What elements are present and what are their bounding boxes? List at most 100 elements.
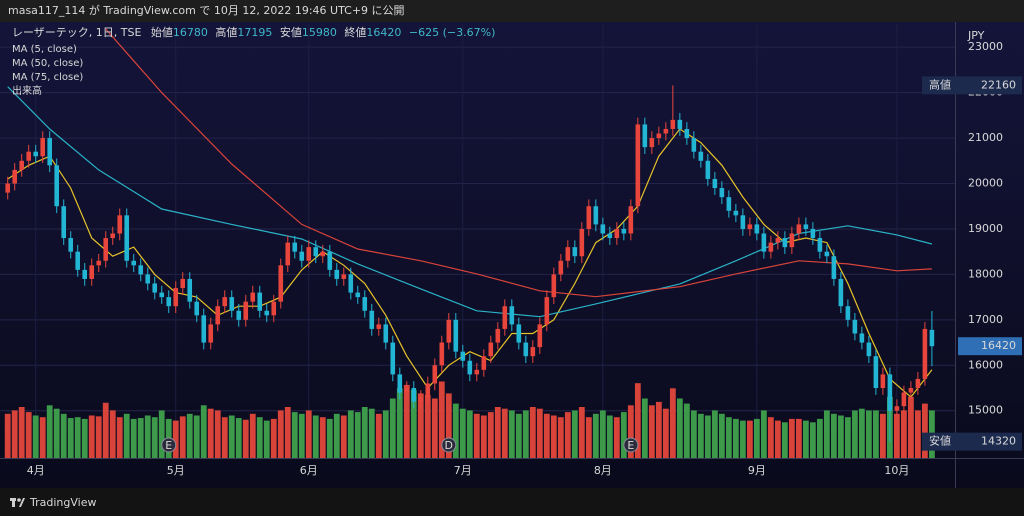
volume-bar <box>81 418 88 458</box>
volume-bar <box>445 393 452 458</box>
volume-bar <box>557 417 564 458</box>
volume-bar <box>438 381 445 458</box>
candle-body <box>530 347 536 357</box>
candle-body <box>341 274 347 279</box>
y-tick-label: 15000 <box>968 404 1003 417</box>
candle-body <box>180 278 186 289</box>
candle-body <box>845 306 851 320</box>
candle-body <box>82 269 88 279</box>
candle-body <box>355 292 361 298</box>
volume-bar <box>326 418 333 458</box>
candle-body <box>915 378 921 389</box>
y-tick-label: 23000 <box>968 40 1003 53</box>
volume-bar <box>410 390 417 458</box>
volume-bar <box>648 405 655 458</box>
volume-bar <box>613 417 620 458</box>
volume-bar <box>501 408 508 458</box>
candle-body <box>775 238 781 243</box>
candle-body <box>922 328 928 379</box>
candle-body <box>789 233 795 248</box>
volume-bar <box>235 418 242 458</box>
candle-body <box>600 224 606 234</box>
candle-body <box>656 133 662 139</box>
volume-bar <box>683 403 690 458</box>
candle-body <box>852 319 858 334</box>
volume-bar <box>879 413 886 458</box>
candle-body <box>908 388 914 393</box>
candle-body <box>607 233 613 239</box>
ma-line <box>105 28 932 298</box>
candle-body <box>565 247 571 261</box>
volume-bar <box>459 408 466 458</box>
volume-bar <box>249 413 256 458</box>
candle-body <box>866 342 872 357</box>
volume-bar <box>4 413 11 458</box>
candle-body <box>887 374 893 411</box>
brand: TradingView <box>29 496 96 509</box>
price-label-box <box>958 432 1022 451</box>
volume-bar <box>242 419 249 458</box>
volume-bar <box>697 413 704 458</box>
candle-body <box>89 265 95 279</box>
volume-bar <box>25 412 32 458</box>
candle-body <box>453 319 459 352</box>
price-label-value: 22160 <box>981 78 1016 91</box>
volume-bar <box>921 403 928 458</box>
candle-body <box>166 297 172 307</box>
volume-bar <box>550 415 557 458</box>
candle-body <box>761 233 767 252</box>
candle-body <box>467 360 473 375</box>
candle-body <box>817 238 823 252</box>
candle-body <box>306 247 312 261</box>
volume-bar <box>53 408 60 458</box>
candle-body <box>257 292 263 311</box>
volume-bar <box>305 410 312 458</box>
volume-bar <box>179 416 186 458</box>
x-tick-label: 9月 <box>748 464 766 477</box>
volume-bar <box>522 410 529 458</box>
candle-body <box>516 324 522 343</box>
candle-body <box>54 165 60 207</box>
title: レーザーテック, 1日, TSE <box>12 26 141 39</box>
legend-value: 15980 <box>302 26 337 39</box>
candle-body <box>544 297 550 325</box>
candle-body <box>509 306 515 325</box>
candle-body <box>572 247 578 257</box>
candle-body <box>313 247 319 257</box>
candle-body <box>425 383 431 398</box>
candle-body <box>838 278 844 307</box>
candle-body <box>411 388 417 402</box>
candle-body <box>880 374 886 389</box>
volume-bar <box>823 410 830 458</box>
volume-bars <box>4 381 935 458</box>
candle-body <box>621 228 627 234</box>
legend-main: レーザーテック, 1日, TSE 始値16780 高値17195 安値15980… <box>12 25 495 39</box>
volume-bar <box>564 412 571 458</box>
volume-bar <box>837 415 844 458</box>
candle-body <box>831 256 837 279</box>
volume-bar <box>767 417 774 458</box>
candle-body <box>558 260 564 275</box>
legend-label: 終値 <box>344 25 366 39</box>
candle-body <box>12 169 18 184</box>
candle-body <box>47 138 53 166</box>
ma-line <box>7 86 933 318</box>
volume-bar <box>844 417 851 458</box>
volume-bar <box>102 402 109 458</box>
candle-body <box>264 310 270 316</box>
volume-bar <box>312 415 319 458</box>
volume-bar <box>739 420 746 458</box>
volume-bar <box>529 407 536 458</box>
candle-body <box>747 224 753 229</box>
candle-body <box>229 297 235 311</box>
candle-body <box>481 356 487 370</box>
candle-body <box>362 297 368 311</box>
candle-body <box>117 215 123 234</box>
candle-body <box>110 233 116 239</box>
volume-bar <box>592 413 599 458</box>
volume-bar <box>893 413 900 458</box>
legend-entry: MA (75, close) <box>12 72 83 83</box>
price-label-value: 14320 <box>981 435 1016 448</box>
volume-bar <box>732 418 739 458</box>
